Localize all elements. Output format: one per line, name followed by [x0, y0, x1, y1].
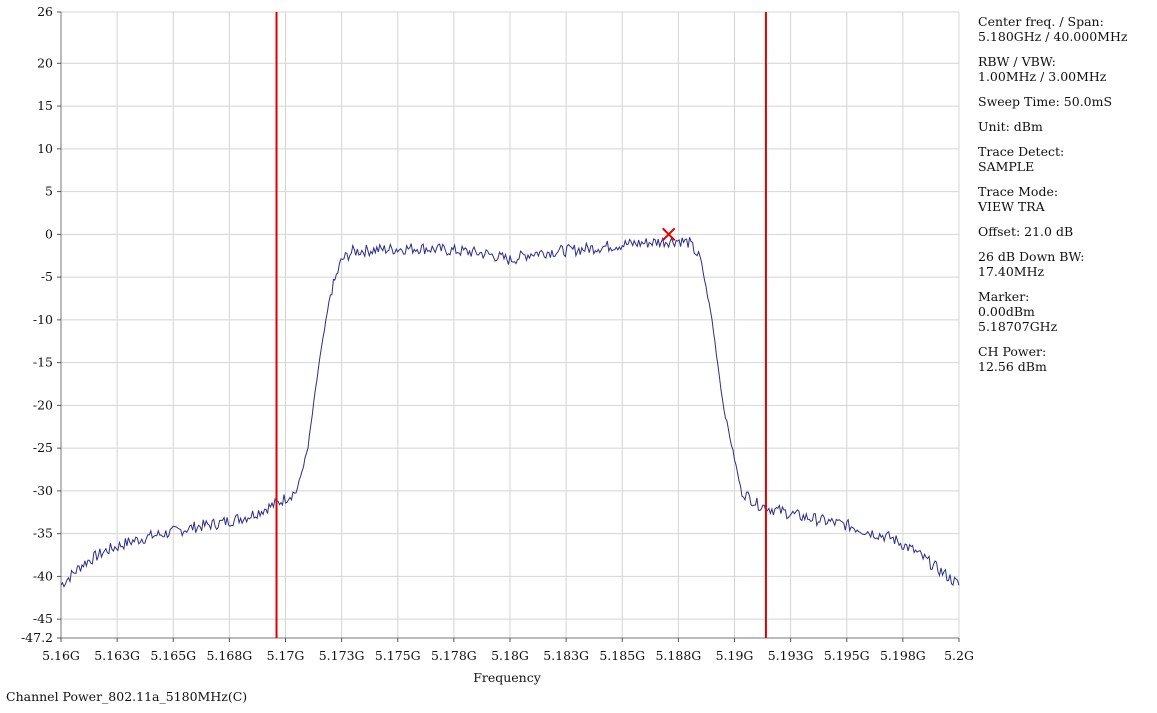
trace-mode-info: Trace Mode: VIEW TRA	[978, 184, 1059, 214]
marker-cross-b	[662, 227, 676, 242]
marker-info: Marker: 0.00dBm 5.18707GHz	[978, 289, 1058, 334]
x-tick-label: 5.183G	[543, 648, 589, 663]
trace-line	[60, 236, 960, 588]
down-bw-info: 26 dB Down BW: 17.40MHz	[978, 249, 1085, 279]
sweep-time-info: Sweep Time: 50.0mS	[978, 94, 1113, 109]
y-tick-label: -30	[33, 483, 53, 498]
trace-detect-info: Trace Detect: SAMPLE	[978, 144, 1065, 174]
x-tick-label: 5.17G	[267, 648, 305, 663]
x-tick-label: 5.193G	[768, 648, 814, 663]
x-tick-label: 5.2G	[944, 648, 974, 663]
y-tick-label: -45	[33, 611, 53, 626]
x-tick-label: 5.175G	[375, 648, 421, 663]
x-tick-label: 5.19G	[716, 648, 754, 663]
y-tick-label: -25	[33, 440, 53, 455]
x-axis-ticks: 5.16G 5.163G 5.165G 5.168G 5.17G 5.173G 5.175G…	[42, 638, 974, 663]
y-tick-label: -15	[33, 355, 53, 370]
peak-marker	[662, 227, 676, 242]
y-tick-label: -35	[33, 526, 53, 541]
y-tick-label: 0	[45, 226, 53, 241]
x-tick-label: 5.16G	[42, 648, 80, 663]
series-layer	[60, 236, 960, 588]
y-tick-label: 10	[37, 141, 53, 156]
x-tick-label: 5.173G	[319, 648, 365, 663]
x-tick-label: 5.178G	[431, 648, 477, 663]
rbw-vbw-info: RBW / VBW: 1.00MHz / 3.00MHz	[978, 54, 1107, 84]
y-axis-ticks: 26 20 15 10 5 0 -5 -10 -15 -20 -25 -30 -35 -40 -45 -47.…	[21, 4, 61, 645]
x-tick-label: 5.165G	[150, 648, 196, 663]
x-tick-label: 5.198G	[880, 648, 926, 663]
x-tick-label: 5.195G	[824, 648, 870, 663]
y-tick-label: 15	[37, 98, 53, 113]
x-tick-label: 5.188G	[655, 648, 701, 663]
unit-info: Unit: dBm	[978, 119, 1043, 134]
offset-info: Offset: 21.0 dB	[978, 224, 1074, 239]
y-tick-label: 5	[45, 184, 53, 199]
channel-limit-lines	[275, 12, 767, 638]
x-tick-label: 5.168G	[206, 648, 252, 663]
x-tick-label: 5.163G	[94, 648, 140, 663]
grid	[61, 11, 960, 638]
x-tick-label: 5.18G	[491, 648, 529, 663]
chart-caption: Channel Power_802.11a_5180MHz(C)	[6, 689, 248, 704]
y-tick-label: 20	[37, 55, 53, 70]
x-tick-label: 5.185G	[599, 648, 645, 663]
ch-power-info: CH Power: 12.56 dBm	[978, 344, 1047, 374]
center-span-info: Center freq. / Span: 5.180GHz / 40.000MH…	[978, 14, 1128, 44]
x-axis-label: Frequency	[473, 670, 542, 685]
y-tick-label: -5	[41, 269, 53, 284]
y-tick-label: -10	[33, 312, 53, 327]
y-tick-label: 26	[37, 4, 53, 19]
y-tick-label: -47.2	[21, 630, 53, 645]
measurement-info-panel: Center freq. / Span: 5.180GHz / 40.000MH…	[978, 14, 1153, 384]
y-tick-label: -20	[33, 397, 53, 412]
y-tick-label: -40	[33, 568, 53, 583]
